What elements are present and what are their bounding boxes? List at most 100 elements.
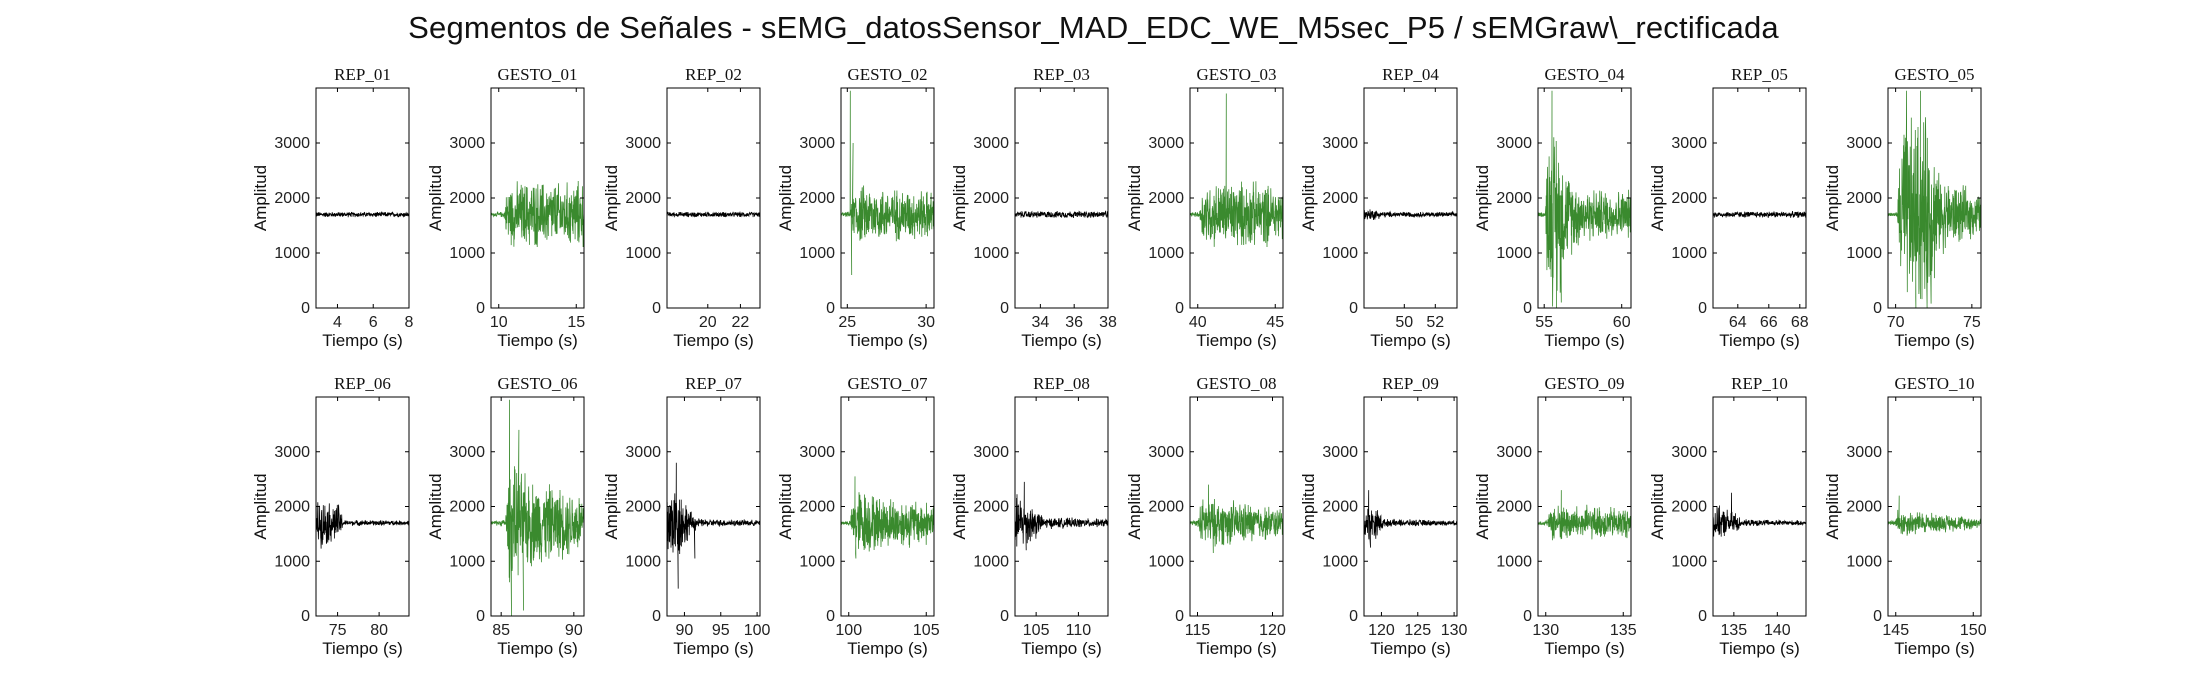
subplot-title: GESTO_06 (498, 374, 578, 393)
subplot-rep-08: 105 110 0 1000 2000 3000 REP_08 Tiempo (s) Ampli… (950, 374, 1109, 658)
x-tick-label: 68 (1791, 314, 1809, 331)
axes-box (315, 87, 410, 309)
x-tick-label: 6 (369, 314, 378, 331)
x-tick-label: 20 (699, 314, 717, 331)
y-tick-label: 0 (1873, 608, 1882, 625)
axes-box (1014, 87, 1109, 309)
x-axis-label: Tiempo (s) (1196, 331, 1277, 350)
subplot-gesto-10: 145 150 0 1000 2000 3000 GESTO_10 Tiempo (s) Amp… (1823, 374, 1987, 658)
x-tick-label: 70 (1887, 314, 1905, 331)
axes-box (1363, 396, 1458, 617)
y-axis-label: Amplitud (1648, 473, 1667, 539)
x-tick-label: 120 (1368, 622, 1395, 639)
x-axis-label: Tiempo (s) (847, 639, 928, 658)
y-tick-label: 2000 (799, 499, 835, 516)
y-axis-label: Amplitud (1648, 165, 1667, 231)
y-tick-label: 1000 (1846, 245, 1882, 262)
x-tick-label: 15 (567, 314, 585, 331)
subplot-gesto-07: 100 105 0 1000 2000 3000 GESTO_07 Tiempo (s) Amp… (776, 374, 940, 658)
x-axis-label: Tiempo (s) (1894, 331, 1975, 350)
subplot-gesto-06: 85 90 0 1000 2000 3000 GESTO_06 Tiempo (s) Ampli… (426, 374, 585, 658)
y-tick-label: 1000 (973, 245, 1009, 262)
y-tick-label: 0 (1523, 300, 1532, 317)
x-tick-label: 30 (917, 314, 935, 331)
x-axis-label: Tiempo (s) (497, 639, 578, 658)
y-tick-label: 0 (1873, 300, 1882, 317)
x-axis-label: Tiempo (s) (673, 639, 754, 658)
y-tick-label: 1000 (1148, 245, 1184, 262)
y-tick-label: 0 (826, 300, 835, 317)
subplot-gesto-04: 55 60 0 1000 2000 3000 GESTO_04 Tiempo (s) Ampli… (1473, 65, 1632, 350)
subplot-gesto-09: 130 135 0 1000 2000 3000 GESTO_09 Tiempo (s) Amp… (1473, 374, 1637, 658)
y-tick-label: 1000 (625, 245, 661, 262)
x-tick-label: 100 (744, 622, 771, 639)
y-axis-label: Amplitud (1299, 473, 1318, 539)
x-tick-label: 120 (1259, 622, 1286, 639)
y-axis-label: Amplitud (1823, 473, 1842, 539)
y-tick-label: 0 (301, 300, 310, 317)
y-axis-label: Amplitud (950, 473, 969, 539)
y-tick-label: 3000 (1496, 135, 1532, 152)
subplot-title: REP_10 (1731, 374, 1788, 393)
subplot-title: REP_07 (685, 374, 742, 393)
y-tick-label: 0 (1698, 608, 1707, 625)
y-tick-label: 2000 (1496, 190, 1532, 207)
y-tick-label: 3000 (1496, 444, 1532, 461)
y-axis-label: Amplitud (776, 165, 795, 231)
y-tick-label: 1000 (1846, 553, 1882, 570)
x-tick-label: 64 (1729, 314, 1747, 331)
y-tick-label: 0 (1000, 608, 1009, 625)
subplot-title: GESTO_05 (1895, 65, 1975, 84)
y-tick-label: 1000 (449, 553, 485, 570)
x-axis-label: Tiempo (s) (1370, 331, 1451, 350)
axes-box (1887, 396, 1982, 617)
y-tick-label: 2000 (625, 499, 661, 516)
x-tick-label: 10 (490, 314, 508, 331)
y-axis-label: Amplitud (251, 165, 270, 231)
subplot-gesto-08: 115 120 0 1000 2000 3000 GESTO_08 Tiempo (s) Amp… (1125, 374, 1286, 658)
signal-trace (1537, 90, 1632, 309)
x-tick-label: 90 (676, 622, 694, 639)
signal-trace (1537, 490, 1632, 541)
axes-box (666, 87, 761, 309)
y-tick-label: 0 (1698, 300, 1707, 317)
subplot-gesto-03: 40 45 0 1000 2000 3000 GESTO_03 Tiempo (s) Ampli… (1125, 65, 1284, 350)
axes-box (1363, 87, 1458, 309)
x-tick-label: 80 (370, 622, 388, 639)
subplot-rep-04: 50 52 0 1000 2000 3000 REP_04 Tiempo (s) Amplitu… (1299, 65, 1458, 350)
y-tick-label: 3000 (799, 135, 835, 152)
signal-trace (1363, 209, 1458, 221)
x-tick-label: 8 (405, 314, 414, 331)
x-tick-label: 130 (1532, 622, 1559, 639)
y-tick-label: 1000 (1671, 245, 1707, 262)
y-tick-label: 3000 (1322, 135, 1358, 152)
y-tick-label: 2000 (1148, 190, 1184, 207)
signal-trace (840, 476, 935, 559)
x-tick-label: 38 (1099, 314, 1117, 331)
y-tick-label: 3000 (973, 135, 1009, 152)
y-tick-label: 2000 (1846, 499, 1882, 516)
y-tick-label: 0 (1349, 300, 1358, 317)
signal-trace (840, 90, 935, 276)
y-tick-label: 3000 (449, 444, 485, 461)
x-axis-label: Tiempo (s) (497, 331, 578, 350)
x-tick-label: 110 (1066, 622, 1092, 639)
y-tick-label: 3000 (1671, 135, 1707, 152)
subplot-title: REP_05 (1731, 65, 1788, 84)
axes-box (1014, 396, 1109, 617)
subplot-title: REP_08 (1033, 374, 1090, 393)
y-tick-label: 1000 (799, 553, 835, 570)
y-axis-label: Amplitud (1473, 473, 1492, 539)
x-axis-label: Tiempo (s) (322, 639, 403, 658)
y-tick-label: 3000 (1322, 444, 1358, 461)
x-tick-label: 105 (913, 622, 940, 639)
x-tick-label: 140 (1764, 622, 1791, 639)
signal-trace (666, 462, 761, 589)
y-tick-label: 1000 (1148, 553, 1184, 570)
x-tick-label: 150 (1960, 622, 1987, 639)
x-tick-label: 40 (1189, 314, 1207, 331)
y-tick-label: 3000 (274, 135, 310, 152)
figure-title: Segmentos de Señales - sEMG_datosSensor_… (408, 10, 1779, 45)
subplot-title: GESTO_04 (1545, 65, 1625, 84)
